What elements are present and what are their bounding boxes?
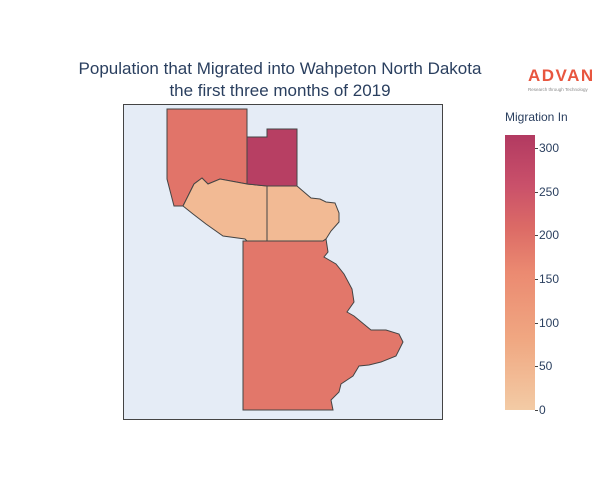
- map-area[interactable]: [123, 104, 443, 421]
- colorbar-tick-label: 250: [539, 184, 560, 199]
- colorbar-tick-mark: [535, 279, 538, 281]
- chart-title: Population that Migrated into Wahpeton N…: [40, 58, 520, 102]
- colorbar-tick-mark: [535, 410, 538, 411]
- chart-title-line-2: the first three months of 2019: [169, 81, 391, 100]
- advan-logo: ADVAN Research through Technology: [528, 66, 598, 92]
- region-north-central[interactable]: [246, 128, 298, 187]
- legend-title: Migration In: [505, 110, 568, 124]
- logo-tagline: Research through Technology: [528, 87, 588, 92]
- logo-name: ADVAN: [528, 66, 595, 85]
- colorbar-tick-mark: [535, 235, 538, 237]
- colorbar-tick-mark: [535, 191, 538, 193]
- colorbar-tick-label: 300: [539, 141, 560, 156]
- colorbar-tick-label: 100: [539, 315, 560, 330]
- colorbar-tick-label: 150: [539, 272, 560, 287]
- colorbar-tick-label: 50: [539, 359, 553, 374]
- colorbar-tick-mark: [535, 322, 538, 324]
- chart-title-line-1: Population that Migrated into Wahpeton N…: [78, 59, 482, 78]
- colorbar-tick-mark: [535, 148, 538, 150]
- region-south[interactable]: [242, 238, 404, 411]
- colorbar-tick-label: 200: [539, 228, 560, 243]
- colorbar-tick-mark: [535, 366, 538, 368]
- colorbar: [505, 135, 535, 410]
- colorbar-tick-label: 0: [539, 403, 546, 417]
- map-regions: [166, 108, 404, 411]
